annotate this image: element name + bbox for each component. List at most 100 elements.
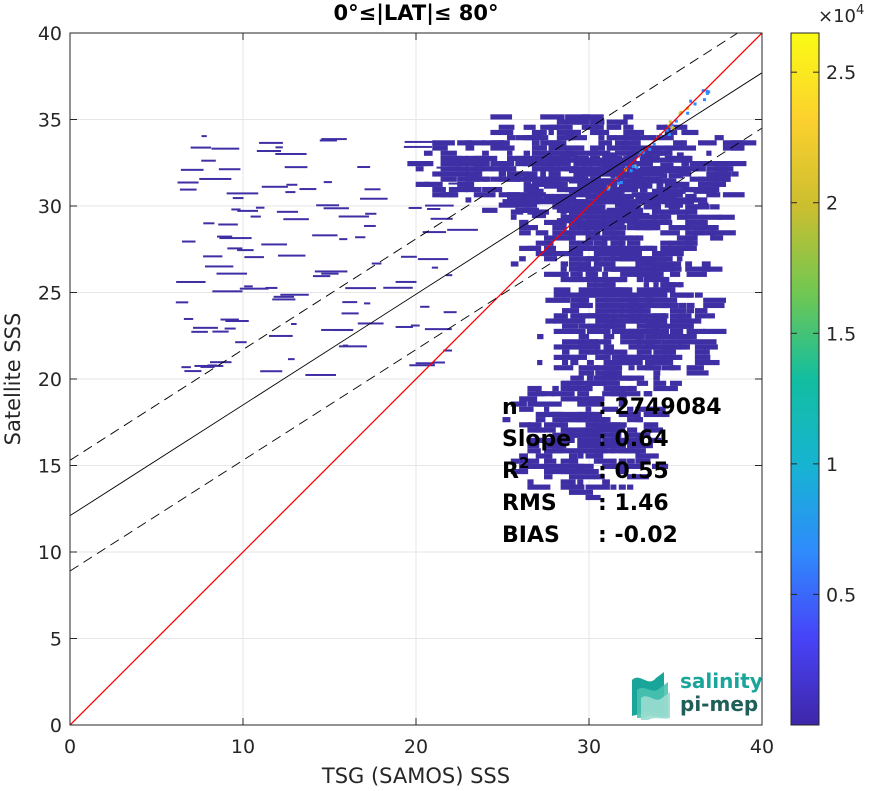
density-cell [627, 443, 653, 449]
density-cell [653, 385, 678, 392]
stat-value: : 2749084 [598, 395, 722, 420]
density-cell [620, 359, 643, 366]
density-cell [545, 297, 571, 303]
density-cell [535, 240, 554, 246]
density-streak [277, 254, 306, 257]
density-cell [585, 453, 604, 459]
density-cell [578, 334, 590, 340]
line-1:1 [70, 33, 762, 725]
density-cell [653, 334, 678, 340]
density-streak [316, 204, 340, 207]
density-cell [568, 167, 584, 174]
density-cell [706, 192, 721, 198]
density-cell [618, 458, 627, 464]
density-hot-cell [633, 164, 637, 168]
density-cell [628, 308, 644, 314]
density-cell [482, 186, 503, 193]
density-cell [669, 271, 681, 277]
density-streak [261, 185, 288, 188]
density-cell [668, 261, 682, 267]
density-cell [586, 292, 597, 298]
density-cell [590, 124, 604, 130]
density-cell [565, 135, 587, 141]
density-cell [610, 230, 618, 236]
colorbar-tick-label: 1.5 [826, 323, 856, 345]
density-cell [568, 204, 581, 210]
density-streak [275, 146, 283, 149]
density-cell [585, 209, 604, 215]
density-cell [498, 171, 507, 177]
density-cell [628, 365, 635, 371]
density-cell [660, 240, 672, 246]
density-cell [593, 230, 600, 236]
density-cell [618, 437, 627, 444]
density-cell [610, 193, 616, 200]
density-cell [506, 192, 527, 198]
density-cell [552, 448, 563, 454]
density-cell [602, 375, 612, 381]
density-cell [593, 432, 600, 438]
density-cell [593, 458, 617, 464]
density-cell [610, 245, 625, 251]
density-hot-cell [679, 110, 683, 114]
density-cell [643, 199, 667, 205]
density-cell [544, 256, 558, 262]
density-cell [490, 145, 515, 151]
density-cell [693, 204, 703, 210]
density-cell [519, 422, 532, 428]
stat-label-sup: 2 [519, 454, 529, 472]
density-cell [686, 302, 695, 309]
density-streak [283, 218, 309, 221]
salinity-pi-mep-logo: salinity pi-mep [632, 669, 763, 720]
density-cell [593, 204, 606, 210]
density-cell [577, 240, 594, 246]
density-cell [618, 193, 631, 200]
density-cell [593, 183, 607, 189]
density-cell [593, 448, 608, 454]
density-cell [694, 354, 711, 360]
density-cell [570, 271, 581, 277]
density-cell [660, 162, 674, 168]
density-cell [498, 166, 511, 172]
density-cell [681, 186, 696, 193]
density-cell [577, 167, 585, 174]
density-cell [544, 219, 567, 226]
density-cell [531, 171, 538, 177]
density-streak [177, 181, 199, 184]
density-cell [673, 124, 688, 130]
density-cell [678, 344, 690, 350]
density-cell [593, 443, 603, 449]
density-cell [544, 193, 554, 200]
density-cell [423, 150, 433, 156]
density-cell [527, 183, 534, 189]
density-cell [627, 417, 643, 423]
x-axis-label: TSG (SAMOS) SSS [321, 764, 510, 788]
density-cell [560, 152, 578, 158]
line-fit-minus [70, 127, 762, 572]
density-cell [603, 344, 614, 350]
density-cell [570, 354, 588, 360]
density-cell [603, 365, 620, 371]
density-cell [668, 240, 694, 246]
density-cell [573, 145, 585, 151]
density-cell [669, 328, 684, 335]
density-cell [627, 240, 641, 246]
density-cell [643, 282, 650, 288]
density-cell [627, 474, 649, 480]
density-cell [689, 161, 700, 167]
density-cell [651, 463, 669, 469]
density-cell [585, 167, 599, 174]
density-cell [568, 453, 578, 459]
density-cell [560, 463, 585, 469]
density-cell [636, 328, 661, 335]
density-cell [610, 484, 617, 490]
density-cell [645, 261, 658, 267]
density-streak [175, 301, 189, 304]
density-streak [410, 324, 420, 327]
density-streak [417, 258, 449, 261]
density-cell [651, 219, 673, 226]
density-cell [701, 214, 722, 220]
density-cell [490, 176, 503, 182]
density-cell [685, 225, 694, 231]
density-cell [593, 474, 605, 480]
